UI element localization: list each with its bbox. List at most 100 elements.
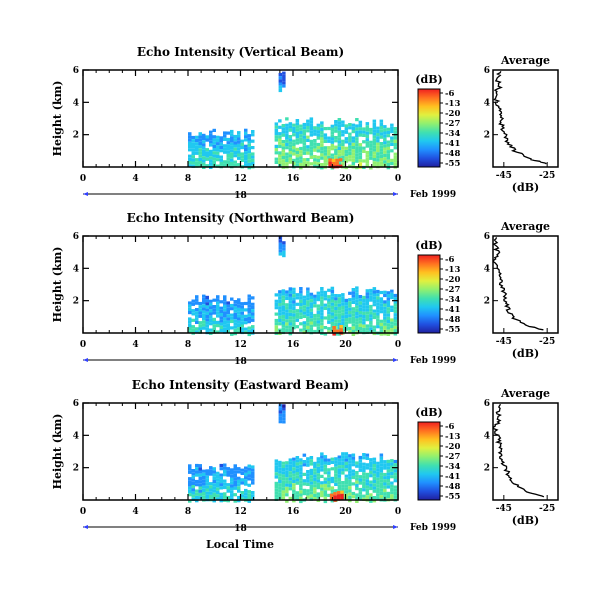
echo-cell xyxy=(274,472,279,476)
echo-cell xyxy=(202,323,206,327)
echo-cell xyxy=(313,129,317,133)
echo-cell xyxy=(379,329,384,333)
echo-cell xyxy=(372,132,377,136)
echo-cell xyxy=(344,137,349,141)
echo-cell xyxy=(313,465,317,469)
echo-cell xyxy=(351,123,356,127)
echo-cell xyxy=(295,462,300,466)
echo-cell xyxy=(337,118,342,122)
echo-cell xyxy=(244,160,248,164)
echo-cell xyxy=(337,487,342,491)
echo-cell xyxy=(309,488,314,492)
echo-cell xyxy=(209,159,213,163)
echo-cell xyxy=(288,303,293,307)
echo-cell xyxy=(337,134,342,138)
echo-cell xyxy=(288,484,293,488)
echo-cell xyxy=(327,493,331,497)
echo-cell xyxy=(306,460,310,464)
echo-cell xyxy=(212,144,216,148)
day-axis-left-marker xyxy=(83,192,88,196)
x-tick-label: 16 xyxy=(287,340,300,350)
echo-cell xyxy=(369,470,373,475)
echo-cell xyxy=(281,152,286,156)
echo-cell xyxy=(244,138,248,142)
echo-cell xyxy=(351,149,356,153)
echo-cell xyxy=(355,153,359,157)
echo-cell xyxy=(223,330,227,334)
echo-cell xyxy=(295,163,300,167)
echo-cell xyxy=(313,297,317,302)
echo-cell xyxy=(292,162,296,166)
echo-cell xyxy=(355,143,359,147)
echo-cell xyxy=(313,304,317,308)
average-profile-line xyxy=(492,237,544,331)
echo-cell xyxy=(337,130,342,134)
day-label: 18 xyxy=(234,524,247,534)
echo-cell xyxy=(344,468,349,472)
echo-cell xyxy=(281,484,286,488)
echo-cell xyxy=(309,130,314,134)
echo-cell xyxy=(226,486,230,490)
echo-cell xyxy=(292,457,296,461)
echo-cell xyxy=(281,140,286,144)
echo-cell xyxy=(306,457,310,461)
y-tick-label: 2 xyxy=(73,464,79,474)
echo-cell xyxy=(313,468,317,472)
echo-cell xyxy=(376,161,380,165)
echo-cell xyxy=(348,314,352,318)
echo-cell xyxy=(198,157,202,161)
echo-cell xyxy=(320,166,324,170)
echo-cell xyxy=(251,471,255,475)
echo-cell xyxy=(341,487,345,491)
echo-cell xyxy=(244,321,248,325)
echo-cell xyxy=(188,154,192,158)
echo-cell xyxy=(216,314,220,318)
echo-cell xyxy=(316,123,321,127)
echo-cell xyxy=(309,459,314,463)
echo-cell xyxy=(209,302,213,307)
echo-cell xyxy=(372,287,377,291)
echo-cell xyxy=(295,296,300,300)
echo-cell xyxy=(369,153,373,157)
echo-cell xyxy=(191,469,195,473)
echo-cell xyxy=(285,328,289,332)
echo-cell xyxy=(383,290,387,294)
echo-cell xyxy=(306,135,310,139)
echo-cell xyxy=(372,151,377,155)
echo-cell xyxy=(376,318,380,322)
echo-cell xyxy=(383,313,387,317)
echo-cell xyxy=(334,316,338,320)
echo-cell xyxy=(313,139,317,143)
echo-cell xyxy=(233,154,237,158)
echo-cell xyxy=(212,473,216,477)
echo-cell xyxy=(341,309,345,313)
echo-cell xyxy=(365,488,370,492)
echo-cell xyxy=(240,314,244,319)
echo-cell xyxy=(209,137,213,141)
echo-cell xyxy=(292,300,296,304)
echo-cell xyxy=(337,461,342,466)
echo-cell xyxy=(337,468,342,472)
echo-cell xyxy=(323,332,328,336)
echo-cell xyxy=(379,491,384,496)
echo-cell xyxy=(362,146,366,150)
echo-cell xyxy=(292,142,296,146)
echo-cell xyxy=(198,489,202,493)
echo-cell xyxy=(358,298,363,302)
echo-cell xyxy=(288,138,293,142)
echo-cell xyxy=(212,499,216,503)
echo-cell xyxy=(202,304,206,308)
echo-cell xyxy=(230,149,234,153)
y-axis-label: Height (km) xyxy=(51,247,64,323)
echo-cell xyxy=(188,164,192,168)
echo-cell xyxy=(244,308,248,312)
echo-cell xyxy=(320,293,324,297)
echo-cell xyxy=(337,146,342,150)
echo-cell xyxy=(278,72,283,77)
echo-cell xyxy=(288,290,293,294)
echo-cell xyxy=(316,130,321,134)
month-label: Feb 1999 xyxy=(410,356,456,366)
colorbar-tick-label: -6 xyxy=(445,422,455,432)
echo-cell xyxy=(288,312,293,317)
echo-cell xyxy=(351,459,356,464)
